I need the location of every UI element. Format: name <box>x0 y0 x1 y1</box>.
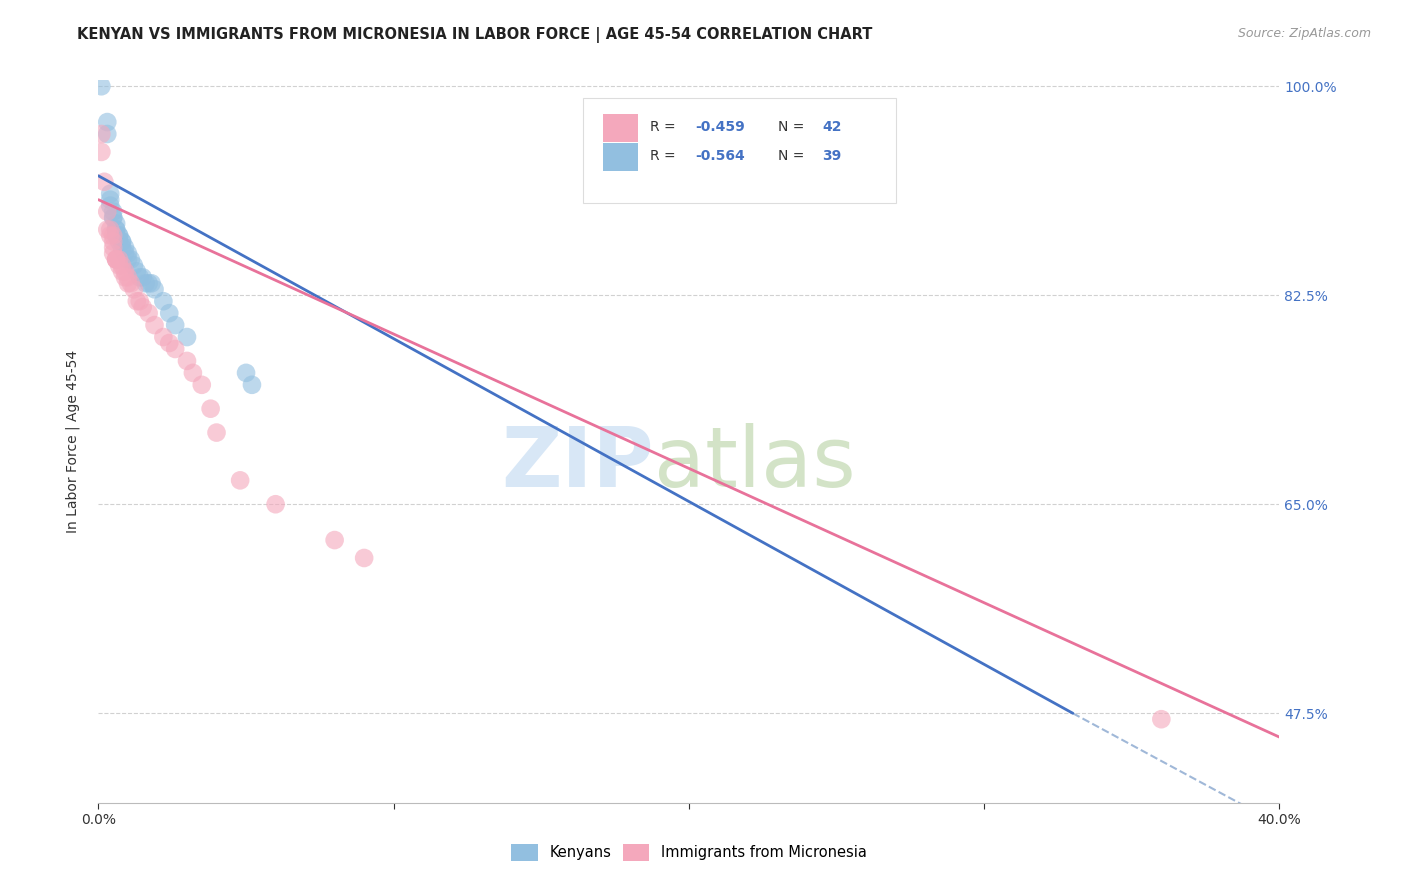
Y-axis label: In Labor Force | Age 45-54: In Labor Force | Age 45-54 <box>65 350 80 533</box>
Text: KENYAN VS IMMIGRANTS FROM MICRONESIA IN LABOR FORCE | AGE 45-54 CORRELATION CHAR: KENYAN VS IMMIGRANTS FROM MICRONESIA IN … <box>77 27 873 43</box>
Point <box>108 228 131 243</box>
Point <box>128 294 150 309</box>
Point <box>105 217 128 231</box>
Point <box>103 211 125 225</box>
Point <box>143 282 166 296</box>
Point <box>152 330 174 344</box>
Point <box>103 228 125 243</box>
Point <box>125 264 148 278</box>
Point <box>90 145 112 159</box>
Point <box>240 377 263 392</box>
Text: Source: ZipAtlas.com: Source: ZipAtlas.com <box>1237 27 1371 40</box>
Point <box>96 115 118 129</box>
Point <box>108 252 131 267</box>
Point <box>90 127 112 141</box>
Point <box>108 228 131 243</box>
Point <box>143 318 166 332</box>
Point <box>114 270 136 285</box>
Point <box>135 277 157 291</box>
Point <box>105 228 128 243</box>
Point <box>117 277 139 291</box>
Text: N =: N = <box>778 120 808 134</box>
Point <box>122 282 145 296</box>
Legend: Kenyans, Immigrants from Micronesia: Kenyans, Immigrants from Micronesia <box>512 844 866 861</box>
Point <box>120 277 142 291</box>
Text: -0.459: -0.459 <box>695 120 745 134</box>
Text: 39: 39 <box>823 149 842 163</box>
FancyBboxPatch shape <box>603 143 638 170</box>
Point <box>111 259 134 273</box>
Point <box>103 211 125 225</box>
Point <box>98 186 121 201</box>
Point <box>105 222 128 236</box>
Point <box>111 235 134 249</box>
Point <box>103 246 125 260</box>
Point <box>117 246 139 260</box>
Point <box>229 474 252 488</box>
Point <box>122 259 145 273</box>
Point <box>323 533 346 547</box>
Point <box>132 270 155 285</box>
Point <box>138 306 160 320</box>
Point <box>105 252 128 267</box>
Point <box>157 306 180 320</box>
Point <box>264 497 287 511</box>
Point <box>105 222 128 236</box>
Point <box>98 222 121 236</box>
Point <box>114 240 136 254</box>
Text: atlas: atlas <box>654 423 855 504</box>
Point <box>353 551 375 566</box>
Point <box>152 294 174 309</box>
FancyBboxPatch shape <box>582 98 896 203</box>
Point <box>128 270 150 285</box>
Point <box>90 79 112 94</box>
Point <box>200 401 222 416</box>
Text: 42: 42 <box>823 120 842 134</box>
Point <box>117 252 139 267</box>
Text: R =: R = <box>650 149 681 163</box>
Text: -0.564: -0.564 <box>695 149 745 163</box>
Point <box>157 336 180 351</box>
Point <box>103 240 125 254</box>
Point <box>125 294 148 309</box>
Point <box>205 425 228 440</box>
Text: ZIP: ZIP <box>501 423 654 504</box>
Point <box>103 204 125 219</box>
Point <box>108 259 131 273</box>
Point <box>98 199 121 213</box>
Point <box>181 366 204 380</box>
Point <box>111 235 134 249</box>
Point <box>103 235 125 249</box>
Point <box>111 240 134 254</box>
Point <box>120 252 142 267</box>
Point <box>96 127 118 141</box>
Point <box>132 300 155 314</box>
Point <box>98 193 121 207</box>
Point <box>1150 712 1173 726</box>
Point <box>114 264 136 278</box>
Point <box>235 366 257 380</box>
Point <box>108 235 131 249</box>
Point <box>176 354 198 368</box>
Point <box>165 318 187 332</box>
Point <box>117 270 139 285</box>
Point <box>176 330 198 344</box>
Point <box>165 342 187 356</box>
Point <box>105 252 128 267</box>
Point <box>105 252 128 267</box>
Point <box>111 264 134 278</box>
Point <box>141 277 163 291</box>
Point <box>138 277 160 291</box>
Point <box>96 204 118 219</box>
Point <box>98 228 121 243</box>
Text: N =: N = <box>778 149 808 163</box>
Point <box>114 246 136 260</box>
Text: R =: R = <box>650 120 681 134</box>
FancyBboxPatch shape <box>603 114 638 142</box>
Point <box>191 377 214 392</box>
Point <box>96 222 118 236</box>
Point <box>93 175 115 189</box>
